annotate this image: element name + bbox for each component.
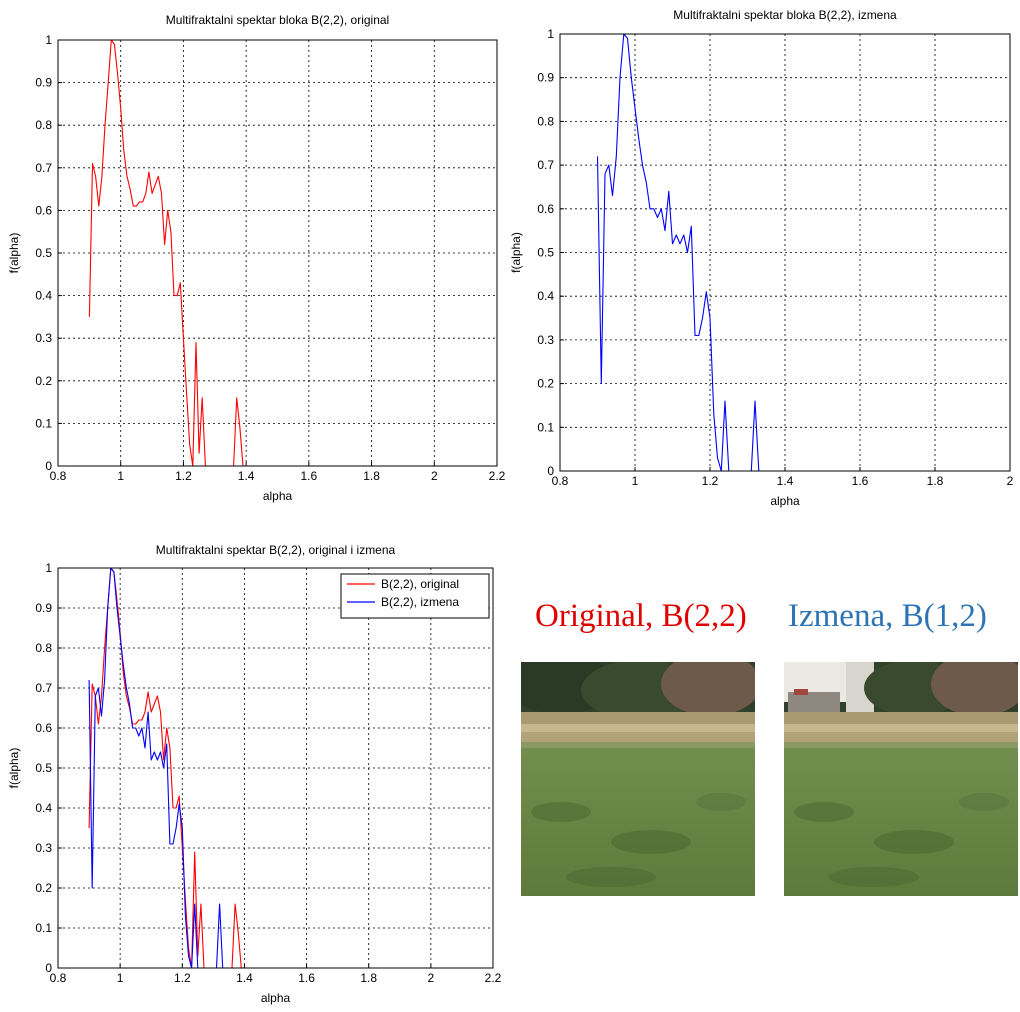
y-tick-label: 0.1 [537,420,554,434]
x-axis-label: alpha [261,991,291,1005]
y-tick-label: 0.9 [35,76,52,90]
chart-title: Multifraktalni spektar B(2,2), original … [156,543,396,557]
x-tick-label: 2 [428,971,435,985]
field-photo-izmena [784,662,1018,896]
x-tick-label: 0.8 [50,971,67,985]
plot-area [58,568,493,968]
x-tick-label: 1.4 [238,469,255,483]
x-tick-label: 2 [1007,474,1014,488]
y-tick-label: 0.3 [35,841,52,855]
y-tick-label: 0.6 [35,721,52,735]
y-axis-label: f(alpha) [7,233,21,274]
y-tick-label: 0.2 [537,377,554,391]
y-tick-label: 0.9 [537,71,554,85]
legend-entry: B(2,2), izmena [381,595,459,609]
y-tick-label: 0 [547,464,554,478]
y-axis-label: f(alpha) [509,232,523,273]
x-tick-label: 0.8 [552,474,569,488]
series-line-b-original [88,567,431,969]
axes-frame [559,33,1011,472]
y-tick-label: 0.2 [35,881,52,895]
x-tick-label: 1.4 [236,971,253,985]
x-tick-label: 1.8 [363,469,380,483]
y-tick-label: 0.7 [537,158,554,172]
x-tick-label: 2.2 [489,469,506,483]
x-tick-label: 1.2 [702,474,719,488]
x-tick-label: 2.2 [485,971,502,985]
chart-combined: 0.8 1 1.2 1.4 1.6 1.8 2 2.2 0 0.1 0.2 0.3 0.4 0.5 0.6 0… [7,543,502,1005]
y-tick-label: 1 [45,561,52,575]
axes-frame [57,39,498,467]
y-tick-label: 0.4 [35,801,52,815]
y-tick-label: 1 [45,33,52,47]
y-tick-label: 0.6 [35,203,52,217]
x-tick-label: 1 [117,469,124,483]
y-tick-label: 0.1 [35,416,52,430]
y-tick-label: 0.2 [35,374,52,388]
y-tick-label: 0.7 [35,161,52,175]
chart-title: Multifraktalni spektar bloka B(2,2), izm… [673,8,897,22]
y-tick-label: 0.3 [537,333,554,347]
legend-box [340,573,490,619]
x-axis-label: alpha [263,489,293,503]
x-tick-label: 1.6 [852,474,869,488]
y-tick-label: 0.5 [537,246,554,260]
x-tick-label: 1.6 [301,469,318,483]
y-tick-label: 0.7 [35,681,52,695]
caption-izmena: Izmena, B(1,2) [788,598,987,634]
caption-original: Original, B(2,2) [535,598,747,634]
y-tick-label: 0.9 [35,601,52,615]
y-tick-label: 0.4 [537,289,554,303]
x-tick-label: 1 [117,971,124,985]
y-tick-label: 0.6 [537,202,554,216]
x-tick-label: 1.8 [360,971,377,985]
legend-entry: B(2,2), original [381,577,459,591]
series-line-0 [88,39,435,467]
y-tick-label: 0 [45,961,52,975]
y-tick-label: 0.8 [35,641,52,655]
y-tick-label: 0.4 [35,289,52,303]
chart-title: Multifraktalni spektar bloka B(2,2), ori… [166,13,389,27]
y-tick-label: 0.1 [35,921,52,935]
x-tick-label: 1 [632,474,639,488]
x-tick-label: 2 [431,469,438,483]
x-axis-label: alpha [770,494,800,508]
y-axis-label: f(alpha) [7,748,21,789]
y-tick-label: 0.5 [35,761,52,775]
y-tick-label: 0 [45,459,52,473]
y-tick-label: 0.5 [35,246,52,260]
x-tick-label: 1.8 [927,474,944,488]
axes-frame [57,567,494,969]
x-tick-label: 0.8 [50,469,67,483]
x-tick-label: 1.2 [175,469,192,483]
y-tick-label: 0.8 [35,118,52,132]
x-tick-label: 1.2 [174,971,191,985]
chart-original: 0.8 1 1.2 1.4 1.6 1.8 2 2.2 0 0.1 0.2 0.3 0.4 0.5 0.6 0… [7,13,506,503]
y-tick-label: 0.3 [35,331,52,345]
x-tick-label: 1.4 [777,474,794,488]
legend: B(2,2), original B(2,2), izmena [340,573,490,619]
y-tick-label: 0.8 [537,114,554,128]
field-photo-original [521,662,755,896]
chart-izmena: 0.8 1 1.2 1.4 1.6 1.8 2 0 0.1 0.2 0.3 0.4 0.5 0.6 0.7 0… [509,8,1014,508]
x-tick-label: 1.6 [298,971,315,985]
y-tick-label: 1 [547,27,554,41]
